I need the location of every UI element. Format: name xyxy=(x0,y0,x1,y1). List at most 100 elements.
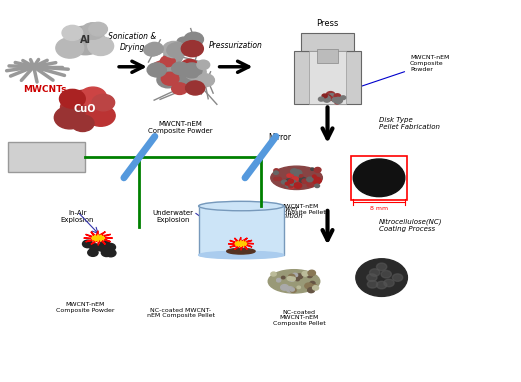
Circle shape xyxy=(318,97,324,101)
Circle shape xyxy=(60,90,110,126)
Circle shape xyxy=(164,49,183,63)
Polygon shape xyxy=(92,238,98,240)
Circle shape xyxy=(157,72,179,88)
Circle shape xyxy=(315,184,319,188)
Circle shape xyxy=(323,97,329,100)
Ellipse shape xyxy=(227,248,255,254)
Polygon shape xyxy=(230,240,241,244)
Circle shape xyxy=(326,95,331,99)
Polygon shape xyxy=(85,238,98,242)
Circle shape xyxy=(146,42,163,55)
Circle shape xyxy=(341,96,346,100)
Circle shape xyxy=(172,62,189,75)
Circle shape xyxy=(332,98,338,102)
Polygon shape xyxy=(241,244,242,250)
Circle shape xyxy=(288,180,293,183)
Circle shape xyxy=(305,283,313,289)
Circle shape xyxy=(289,174,293,177)
Circle shape xyxy=(377,281,387,289)
Circle shape xyxy=(302,271,308,276)
Text: Underwater
Explosion: Underwater Explosion xyxy=(152,210,193,223)
Circle shape xyxy=(288,275,296,281)
Circle shape xyxy=(167,43,188,58)
Polygon shape xyxy=(95,235,98,238)
Circle shape xyxy=(287,287,294,292)
Circle shape xyxy=(307,177,313,182)
Circle shape xyxy=(281,180,287,184)
Circle shape xyxy=(292,177,298,181)
Circle shape xyxy=(356,259,407,296)
Text: Sonication &
Drying: Sonication & Drying xyxy=(108,32,157,52)
Circle shape xyxy=(88,249,98,256)
Circle shape xyxy=(369,269,380,276)
Circle shape xyxy=(334,100,340,104)
Circle shape xyxy=(281,276,285,279)
Circle shape xyxy=(102,249,111,257)
Polygon shape xyxy=(235,244,241,245)
Circle shape xyxy=(271,272,276,276)
Polygon shape xyxy=(98,235,102,238)
Circle shape xyxy=(281,285,289,290)
Circle shape xyxy=(288,184,294,189)
Text: MWCNTs: MWCNTs xyxy=(23,85,67,94)
Circle shape xyxy=(334,94,341,99)
Polygon shape xyxy=(98,238,102,241)
Circle shape xyxy=(292,273,297,277)
Text: MWCNT-nEM
Composite Powder: MWCNT-nEM Composite Powder xyxy=(148,121,213,134)
Circle shape xyxy=(353,159,405,197)
Circle shape xyxy=(326,92,335,98)
Circle shape xyxy=(302,179,308,183)
Polygon shape xyxy=(98,237,113,238)
Circle shape xyxy=(290,288,294,291)
Circle shape xyxy=(82,240,93,248)
Circle shape xyxy=(277,279,281,282)
Circle shape xyxy=(100,241,110,248)
Ellipse shape xyxy=(199,251,284,259)
Polygon shape xyxy=(92,236,98,238)
Circle shape xyxy=(181,40,203,57)
Text: MWCNT-nEM
Composite
Powder: MWCNT-nEM Composite Powder xyxy=(331,55,449,97)
Text: Disk Type
Pellet Fabrication: Disk Type Pellet Fabrication xyxy=(379,117,440,130)
Polygon shape xyxy=(240,237,241,244)
Circle shape xyxy=(287,179,291,182)
Polygon shape xyxy=(241,240,252,244)
Text: NC-coated MWCNT-
nEM Composite Pellet: NC-coated MWCNT- nEM Composite Pellet xyxy=(146,308,215,319)
Circle shape xyxy=(101,243,111,251)
Text: NC-coated
MWCNT-nEM
Composite Pellet: NC-coated MWCNT-nEM Composite Pellet xyxy=(273,309,326,326)
Circle shape xyxy=(307,288,315,293)
Circle shape xyxy=(105,243,116,251)
Polygon shape xyxy=(241,244,244,246)
Circle shape xyxy=(381,270,391,278)
Polygon shape xyxy=(241,244,246,245)
Text: In-Air
Explosion: In-Air Explosion xyxy=(61,210,94,223)
Text: Pulsed Nd:YAG
Laser: Pulsed Nd:YAG Laser xyxy=(15,147,78,167)
Circle shape xyxy=(54,106,85,129)
Polygon shape xyxy=(98,238,100,245)
Circle shape xyxy=(327,96,333,100)
Circle shape xyxy=(59,89,85,108)
Text: Water: Water xyxy=(231,220,251,226)
Polygon shape xyxy=(85,235,98,238)
Circle shape xyxy=(290,288,296,293)
Circle shape xyxy=(367,280,378,288)
Polygon shape xyxy=(98,238,104,240)
Circle shape xyxy=(106,249,116,257)
Circle shape xyxy=(309,285,316,290)
Circle shape xyxy=(97,244,108,251)
Polygon shape xyxy=(91,231,98,238)
Circle shape xyxy=(289,274,295,279)
Circle shape xyxy=(277,177,281,180)
Circle shape xyxy=(88,37,114,55)
Ellipse shape xyxy=(268,270,320,293)
Circle shape xyxy=(172,83,188,94)
FancyBboxPatch shape xyxy=(301,33,354,51)
Circle shape xyxy=(104,245,114,253)
Circle shape xyxy=(286,183,292,188)
Circle shape xyxy=(155,60,175,74)
Circle shape xyxy=(294,183,302,188)
Circle shape xyxy=(163,42,185,58)
Polygon shape xyxy=(234,244,241,249)
Text: Al: Al xyxy=(80,35,91,45)
Polygon shape xyxy=(241,244,247,249)
Circle shape xyxy=(286,182,289,185)
